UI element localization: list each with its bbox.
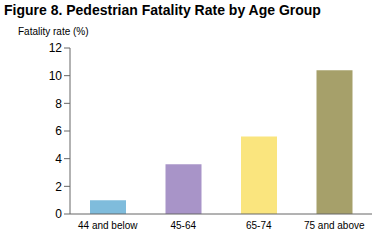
svg-text:65-74: 65-74 (246, 220, 272, 231)
svg-text:10: 10 (49, 69, 63, 83)
svg-text:6: 6 (55, 124, 62, 138)
svg-text:45-64: 45-64 (170, 220, 196, 231)
svg-text:44 and below: 44 and below (78, 220, 138, 231)
svg-text:2: 2 (55, 180, 62, 194)
svg-text:75 and above: 75 and above (304, 220, 365, 231)
svg-text:4: 4 (55, 152, 62, 166)
html-text:Figure 8. Pedestrian Fatality: Figure 8. Pedestrian Fatality Rate by Ag… (4, 2, 321, 18)
html-text:Fatality rate (%): Fatality rate (%) (18, 26, 89, 37)
svg-text:0: 0 (55, 207, 62, 221)
svg-text:12: 12 (49, 41, 63, 55)
svg-text:8: 8 (55, 97, 62, 111)
